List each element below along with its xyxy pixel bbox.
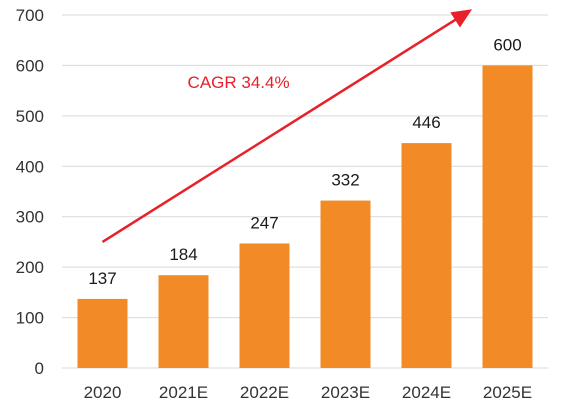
data-labels: 137 184 247 332 446 600: [88, 35, 521, 287]
data-label: 446: [412, 113, 440, 132]
bar: [482, 65, 533, 368]
y-tick-label: 200: [16, 258, 44, 277]
y-axis-ticks: 0 100 200 300 400 500 600 700: [16, 6, 44, 378]
data-label: 332: [331, 171, 359, 190]
x-tick-label: 2021E: [159, 383, 208, 402]
x-tick-label: 2022E: [240, 383, 289, 402]
y-tick-label: 500: [16, 107, 44, 126]
x-tick-label: 2023E: [321, 383, 370, 402]
bar: [320, 200, 371, 368]
bar: [77, 298, 128, 368]
x-tick-label: 2020: [84, 383, 122, 402]
y-tick-label: 600: [16, 56, 44, 75]
data-label: 600: [493, 35, 521, 54]
y-tick-label: 100: [16, 309, 44, 328]
bar: [239, 243, 290, 368]
x-tick-label: 2024E: [402, 383, 451, 402]
bar: [158, 275, 209, 368]
cagr-label: CAGR 34.4%: [188, 73, 290, 92]
cagr-arrow-line: [101, 11, 468, 243]
y-tick-label: 700: [16, 6, 44, 25]
data-label: 247: [250, 213, 278, 232]
x-tick-label: 2025E: [483, 383, 532, 402]
cagr-arrow-head: [450, 9, 473, 28]
y-tick-label: 0: [35, 359, 44, 378]
bar: [401, 143, 452, 368]
cagr-annotation: CAGR 34.4%: [101, 9, 473, 243]
gridlines: [62, 14, 548, 369]
data-label: 137: [88, 269, 116, 288]
bars: [77, 65, 533, 368]
x-axis-ticks: 2020 2021E 2022E 2023E 2024E 2025E: [84, 383, 533, 402]
data-label: 184: [169, 245, 197, 264]
y-tick-label: 300: [16, 208, 44, 227]
y-tick-label: 400: [16, 157, 44, 176]
